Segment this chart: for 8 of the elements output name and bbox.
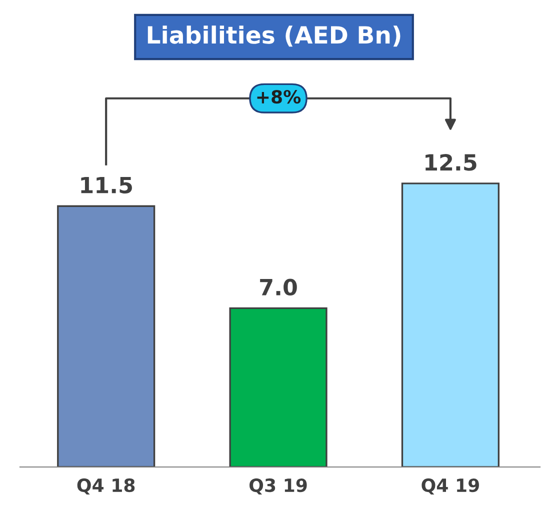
x-tick-label: Q4 19 bbox=[422, 478, 479, 494]
x-tick-label: Q4 18 bbox=[77, 478, 135, 494]
x-tick-label: Q3 19 bbox=[250, 478, 307, 494]
chart-title: Liabilities (AED Bn) bbox=[148, 26, 400, 47]
data-label: 12.5 bbox=[426, 154, 476, 171]
data-label: 11.5 bbox=[81, 176, 132, 194]
text: +8% bbox=[257, 90, 301, 104]
data-label: 7.0 bbox=[260, 278, 297, 296]
